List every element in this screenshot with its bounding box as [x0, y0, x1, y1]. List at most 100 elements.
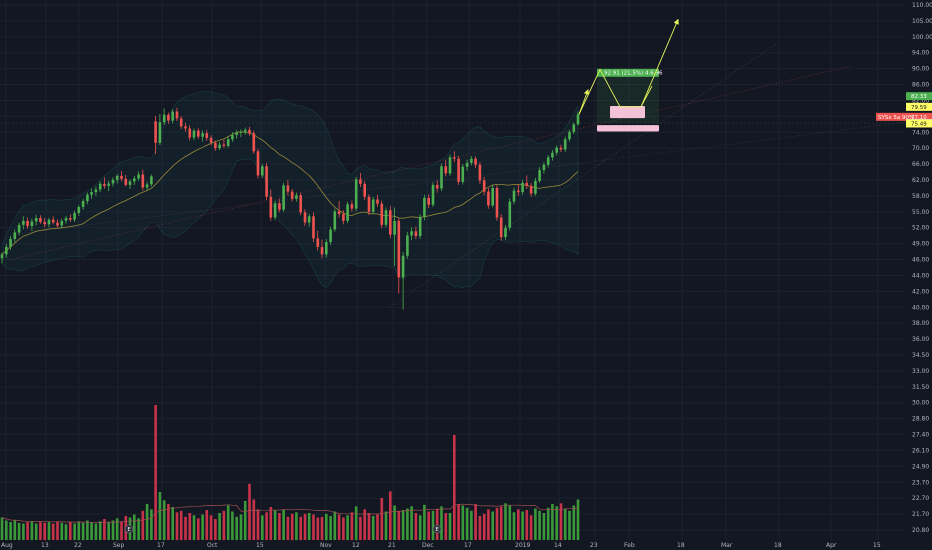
volume-bar — [354, 506, 358, 541]
volume-bar — [325, 513, 328, 541]
candle-body — [34, 218, 38, 222]
earnings-marker-label: E — [127, 527, 131, 533]
price-tick-label: 20.80 — [912, 527, 929, 534]
candle-body — [295, 195, 298, 199]
volume-bar — [0, 517, 4, 540]
price-tick-label: 74.00 — [912, 129, 929, 136]
candle-body — [354, 179, 358, 209]
candle-body — [278, 203, 281, 210]
volume-bar — [278, 513, 281, 540]
volume-bar — [252, 499, 256, 540]
volume-bar — [333, 511, 337, 540]
price-tick-label: 24.90 — [912, 463, 929, 470]
volume-bar — [133, 514, 136, 540]
candle-body — [265, 166, 268, 197]
candle-body — [380, 203, 384, 225]
candle-body — [171, 111, 174, 121]
candle-body — [478, 164, 482, 181]
candle-body — [115, 175, 119, 180]
volume-bar — [269, 507, 273, 540]
volume-bar — [521, 511, 524, 540]
volume-bar — [107, 522, 110, 540]
volume-bar — [572, 505, 576, 540]
volume-bar — [167, 504, 170, 540]
volume-bar — [34, 523, 38, 540]
candle-body — [363, 183, 366, 197]
candle-body — [128, 181, 132, 185]
date-tick-label: 22 — [74, 542, 82, 549]
candle-body — [214, 142, 217, 149]
volume-bar — [440, 506, 443, 541]
volume-bar — [175, 512, 179, 541]
candle-body — [43, 222, 46, 225]
moving-average — [1, 131, 579, 255]
candle-body — [286, 185, 290, 192]
price-tick-label: 82.00 — [912, 97, 929, 104]
volume-bar — [98, 521, 102, 541]
volume-bar — [461, 505, 465, 540]
candle-body — [563, 139, 567, 150]
candle-body — [175, 111, 179, 119]
candle-body — [418, 216, 422, 236]
volume-bar — [534, 508, 537, 540]
candle-body — [576, 114, 580, 125]
volume-bar — [517, 509, 520, 540]
candle-body — [192, 130, 196, 138]
volume-bar — [448, 513, 452, 540]
price-tick-label: 70.00 — [912, 145, 929, 152]
date-tick-label: Feb — [624, 542, 635, 549]
price-tick-label: 26.10 — [912, 447, 929, 454]
candle-body — [17, 224, 21, 233]
candle-body — [26, 220, 29, 227]
candle-body — [231, 134, 234, 140]
volume-bar — [64, 524, 68, 541]
candle-body — [69, 218, 72, 220]
volume-bar — [218, 513, 221, 540]
date-axis[interactable]: Aug 13 22 Sep 17 Oct 15 Nov 12 21 Dec 17 2019 14 23 Feb… — [1, 542, 881, 549]
volume-bar — [453, 435, 456, 540]
volume-bar — [491, 511, 494, 540]
price-tick-label: 23.70 — [912, 479, 929, 486]
candle-body — [209, 137, 213, 143]
candle-body — [22, 220, 25, 225]
candle-body — [158, 122, 162, 143]
candle-body — [457, 158, 460, 182]
price-tick-label: 55.00 — [912, 209, 929, 216]
price-tick-label: 31.50 — [912, 384, 929, 391]
candle-body — [73, 213, 76, 220]
drawings: 92.91 (21.5%) 4.6.96 — [0, 18, 907, 309]
price-tick-label: 105.00 — [912, 18, 932, 25]
price-tick-label: 86.00 — [912, 82, 929, 89]
volume-bar — [17, 522, 21, 541]
candle-body — [521, 182, 524, 193]
candle-body — [325, 242, 328, 255]
volume-bar — [56, 521, 59, 541]
candle-body — [435, 184, 439, 189]
earnings-marker — [124, 524, 134, 534]
volume-bar — [26, 522, 29, 540]
volume-bar — [393, 505, 396, 540]
price-tick-label: 52.00 — [912, 225, 929, 232]
price-tag — [906, 92, 932, 101]
volume-bar — [60, 522, 64, 541]
candle-body — [39, 218, 42, 222]
price-axis[interactable]: 110.00105.00100.0094.0090.0086.0082.0078… — [906, 0, 932, 550]
volume-bar — [73, 523, 76, 540]
candle-body — [414, 231, 418, 236]
price-tick-label: 27.40 — [912, 432, 929, 439]
candle-body — [453, 157, 456, 159]
volume-bar — [316, 517, 320, 540]
volume-bar — [282, 510, 285, 540]
price-tick-label: 33.00 — [912, 368, 929, 375]
candle-body — [508, 201, 512, 228]
candle-body — [487, 191, 490, 206]
candle-body — [346, 204, 349, 221]
volume-bar — [465, 507, 469, 541]
volume-bar — [22, 523, 25, 540]
candle-body — [559, 147, 563, 150]
volume-bar — [307, 513, 311, 540]
candle-body — [273, 203, 277, 218]
candle-body — [529, 185, 533, 194]
